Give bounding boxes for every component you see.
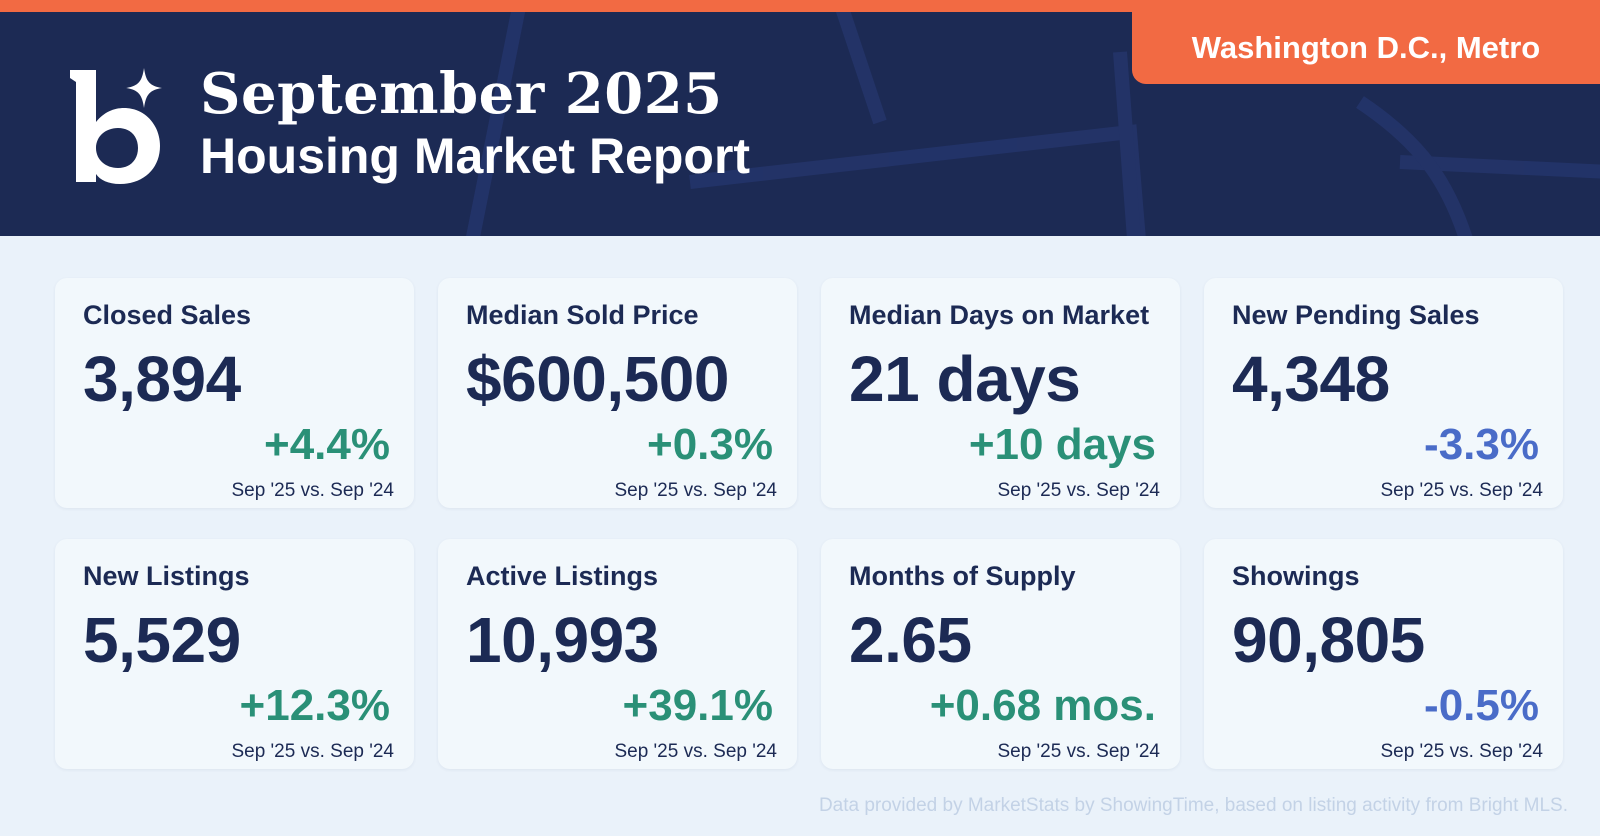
report-title-subtitle: Housing Market Report — [200, 128, 751, 184]
metric-compare: Sep '25 vs. Sep '24 — [231, 741, 394, 762]
metric-value: 21 days — [849, 343, 1081, 415]
metric-change: +4.4% — [264, 420, 390, 469]
metric-value: 5,529 — [83, 604, 241, 676]
metric-change: -0.5% — [1424, 681, 1539, 730]
metric-compare: Sep '25 vs. Sep '24 — [614, 480, 777, 501]
metric-card-new-pending-sales: New Pending Sales 4,348 -3.3% Sep '25 vs… — [1204, 278, 1563, 508]
report-title: September 2025 Housing Market Report — [200, 62, 750, 186]
metric-card-closed-sales: Closed Sales 3,894 +4.4% Sep '25 vs. Sep… — [55, 278, 414, 508]
metric-card-months-of-supply: Months of Supply 2.65 +0.68 mos. Sep '25… — [821, 539, 1180, 769]
metric-card-median-sold-price: Median Sold Price $600,500 +0.3% Sep '25… — [438, 278, 797, 508]
metric-value: 90,805 — [1232, 604, 1425, 676]
metric-label: Closed Sales — [83, 300, 252, 330]
metric-label: Showings — [1232, 561, 1360, 591]
metric-value: 3,894 — [83, 343, 241, 415]
metric-label: Months of Supply — [849, 561, 1076, 591]
metric-value: 4,348 — [1232, 343, 1390, 415]
b-sparkle-logo-icon — [62, 64, 172, 184]
metric-label: Active Listings — [466, 561, 659, 591]
metric-label: New Pending Sales — [1232, 300, 1480, 330]
metric-change: +0.68 mos. — [929, 681, 1156, 730]
metric-value: $600,500 — [466, 343, 729, 415]
metric-compare: Sep '25 vs. Sep '24 — [1380, 480, 1543, 501]
metric-compare: Sep '25 vs. Sep '24 — [997, 480, 1160, 501]
report-title-month: September 2025 — [200, 61, 723, 127]
region-badge: Washington D.C., Metro — [1132, 12, 1600, 84]
metric-grid: Closed Sales 3,894 +4.4% Sep '25 vs. Sep… — [55, 278, 1563, 769]
metric-card-new-listings: New Listings 5,529 +12.3% Sep '25 vs. Se… — [55, 539, 414, 769]
metric-card-active-listings: Active Listings 10,993 +39.1% Sep '25 vs… — [438, 539, 797, 769]
data-source-note: Data provided by MarketStats by ShowingT… — [818, 795, 1568, 816]
header-background-pattern — [466, 12, 1600, 236]
metric-label: Median Sold Price — [466, 300, 699, 330]
metric-card-median-days-on-market: Median Days on Market 21 days +10 days S… — [821, 278, 1180, 508]
metric-card-showings: Showings 90,805 -0.5% Sep '25 vs. Sep '2… — [1204, 539, 1563, 769]
metric-change: -3.3% — [1424, 420, 1539, 469]
metric-value: 2.65 — [849, 604, 972, 676]
metric-compare: Sep '25 vs. Sep '24 — [1380, 741, 1543, 762]
metric-label: Median Days on Market — [849, 300, 1150, 330]
metric-label: New Listings — [83, 561, 250, 591]
metric-change: +10 days — [968, 420, 1156, 469]
metric-change: +12.3% — [239, 681, 390, 730]
top-accent-stripe — [0, 0, 1600, 12]
metric-compare: Sep '25 vs. Sep '24 — [997, 741, 1160, 762]
metric-change: +39.1% — [622, 681, 773, 730]
metric-compare: Sep '25 vs. Sep '24 — [231, 480, 394, 501]
metric-value: 10,993 — [466, 604, 659, 676]
metric-compare: Sep '25 vs. Sep '24 — [614, 741, 777, 762]
metric-change: +0.3% — [647, 420, 773, 469]
